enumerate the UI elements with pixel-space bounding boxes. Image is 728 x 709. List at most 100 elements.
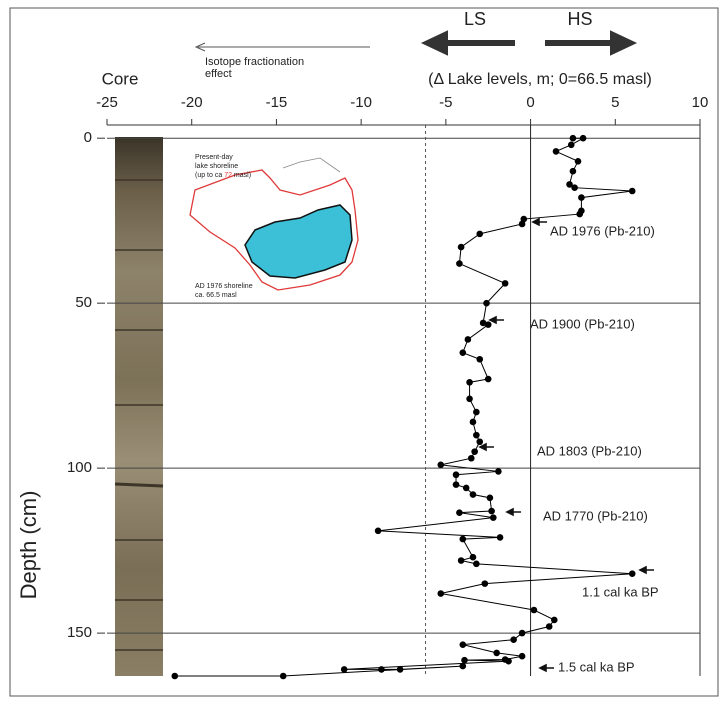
data-point — [484, 375, 492, 383]
inset-label: lake shoreline — [195, 163, 238, 170]
data-point — [469, 491, 477, 498]
y-tick-label: 50 — [75, 294, 92, 311]
annotation: 1.1 cal ka BP — [582, 584, 659, 599]
profile-line — [174, 137, 633, 677]
annotation-arrow — [538, 663, 554, 673]
data-point — [469, 418, 477, 426]
data-point — [489, 514, 497, 521]
data-point — [374, 527, 382, 535]
frame — [9, 7, 719, 697]
data-point — [473, 408, 480, 416]
data-point — [578, 194, 585, 201]
y-tick-label: 150 — [67, 624, 92, 641]
data-point — [569, 134, 577, 142]
data-point — [457, 243, 465, 251]
data-point — [459, 662, 467, 670]
data-point — [518, 652, 526, 660]
data-point — [550, 616, 558, 624]
data-point — [518, 220, 526, 228]
y-axis-title: Depth (cm) — [16, 491, 41, 600]
data-point — [473, 560, 480, 568]
inset-map: Present-day lake shoreline (up to ca 72 … — [189, 154, 359, 299]
x-tick-label: -25 — [96, 94, 118, 111]
x-tick-label: -10 — [350, 94, 372, 111]
data-point — [552, 148, 560, 155]
data-point — [486, 494, 494, 502]
data-point — [567, 141, 575, 149]
x-tick-label: 0 — [526, 94, 534, 111]
data-point — [579, 134, 587, 142]
core-label: Core — [102, 69, 139, 88]
ls-label: LS — [464, 9, 486, 29]
annotation: 1.5 cal ka BP — [558, 659, 635, 674]
inset-label: (up to ca — [195, 172, 224, 179]
data-point — [437, 590, 445, 597]
data-point — [569, 167, 577, 175]
y-tick-label: 100 — [67, 459, 92, 476]
annotation-arrow — [638, 565, 654, 575]
data-point — [452, 471, 460, 479]
data-point — [279, 672, 287, 680]
data-point — [457, 557, 465, 564]
annotation-arrow — [478, 442, 494, 452]
data-point — [488, 507, 495, 515]
inset-label: Present-day — [195, 154, 233, 161]
hs-arrow — [545, 30, 638, 56]
inset-label: 72 — [224, 172, 232, 179]
data-point — [461, 656, 468, 664]
core-layers — [114, 179, 164, 651]
data-point — [456, 509, 463, 516]
data-point — [530, 606, 538, 614]
data-point — [574, 157, 582, 165]
inset-label: masl) — [232, 172, 251, 179]
data-point — [476, 438, 484, 446]
data-point — [566, 181, 573, 188]
data-point — [501, 280, 509, 287]
x-tick-label: 10 — [692, 94, 709, 111]
data-point — [340, 666, 348, 673]
inset-label: AD 1976 shoreline — [195, 283, 253, 290]
x-tick-label: -20 — [181, 94, 203, 111]
x-axis-title: (Δ Lake levels, m; 0=66.5 masl) — [428, 71, 652, 88]
data-point — [171, 672, 179, 680]
data-point — [628, 187, 636, 195]
data-point — [459, 641, 467, 648]
x-tick-label: 5 — [611, 94, 619, 111]
annotation-arrow — [488, 315, 504, 325]
data-point — [495, 468, 502, 475]
inset-label: (up to ca 72 masl) — [195, 172, 251, 179]
data-point — [462, 484, 470, 492]
data-point — [628, 570, 636, 578]
data-point — [456, 260, 463, 267]
data-point — [493, 649, 500, 657]
y-tick-label: 0 — [84, 129, 92, 146]
x-tick-label: -15 — [266, 94, 288, 111]
annotation: AD 1976 (Pb-210) — [550, 223, 655, 238]
data-point — [469, 553, 477, 561]
data-point — [510, 636, 517, 644]
data-point — [505, 657, 512, 665]
hs-label: HS — [567, 9, 592, 29]
data-point — [464, 336, 472, 343]
data-point — [396, 666, 404, 673]
data-point — [473, 431, 480, 439]
data-point — [476, 355, 484, 363]
data-point — [481, 580, 489, 587]
data-point — [437, 461, 445, 469]
data-point — [496, 534, 504, 541]
data-point — [476, 230, 484, 238]
data-point — [459, 349, 467, 356]
data-point — [484, 321, 492, 328]
data-point — [452, 481, 460, 488]
data-point — [545, 623, 553, 630]
data-point — [466, 379, 473, 386]
data-point — [479, 319, 487, 327]
ls-arrow — [420, 30, 515, 56]
core-image — [115, 137, 163, 676]
x-tick-label: -5 — [439, 94, 452, 111]
annotation-arrow — [531, 217, 547, 227]
annotation: AD 1900 (Pb-210) — [530, 316, 635, 331]
data-point — [518, 629, 526, 637]
data-point — [576, 210, 584, 218]
